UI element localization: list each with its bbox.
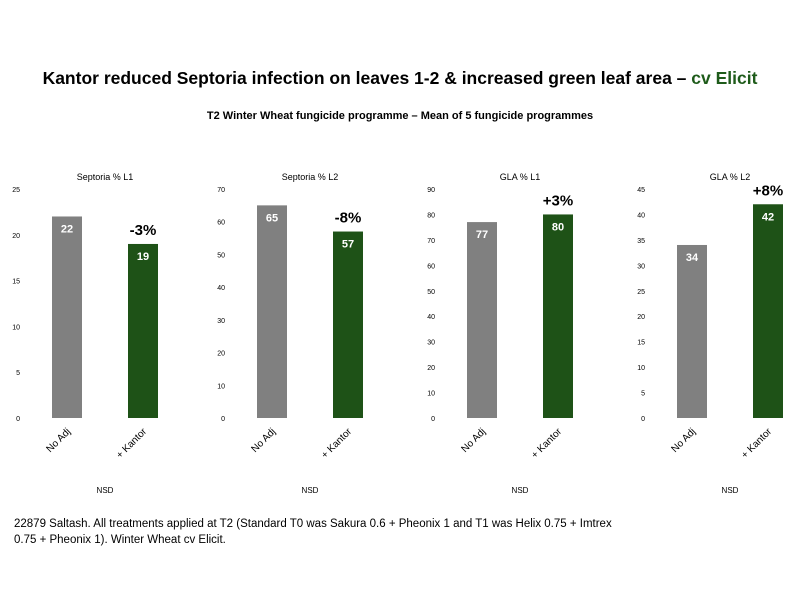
bar-value-label: 80 (552, 221, 564, 233)
y-tick-label: 25 (12, 187, 20, 194)
y-tick-label: 10 (12, 324, 20, 331)
y-tick-label: 40 (217, 285, 225, 292)
x-category-label: + Kantor (114, 426, 149, 461)
chart-subtitle: T2 Winter Wheat fungicide programme – Me… (206, 110, 594, 122)
y-tick-label: 0 (431, 416, 435, 423)
panel-title: Septoria % L1 (77, 172, 134, 182)
bar-value-label: 19 (137, 251, 149, 263)
bar-kantor (333, 231, 363, 418)
bar-no-adj (677, 244, 707, 418)
y-tick-label: 5 (16, 370, 20, 377)
y-tick-label: 40 (637, 212, 645, 219)
y-tick-label: 80 (427, 212, 435, 219)
chart-title: Kantor reduced Septoria infection on lea… (0, 68, 800, 89)
bar-value-label: 42 (762, 211, 774, 223)
change-label: -8% (335, 210, 362, 227)
chart-septoria-l1-plot: Septoria % L1 0 5 10 15 20 25 22 19 -3% No Adj + Ka… (12, 172, 158, 495)
chart-title-main: Kantor reduced Septoria infection on lea… (42, 68, 692, 88)
y-tick-label: 5 (641, 391, 645, 398)
significance-label: NSD (512, 486, 529, 495)
y-tick-label: 30 (217, 318, 225, 325)
y-tick-label: 20 (427, 365, 435, 372)
bar-no-adj (257, 205, 287, 418)
y-tick-label: 10 (637, 365, 645, 372)
bar-value-label: 77 (476, 229, 488, 241)
x-category-label: + Kantor (529, 426, 564, 461)
y-tick-label: 70 (427, 238, 435, 245)
y-tick-label: 70 (217, 187, 225, 194)
chart-gla-l2-plot: GLA % L2 0 5 10 15 20 25 30 35 40 45 34 42 +8% No Adj +… (637, 172, 783, 495)
y-tick-label: 45 (637, 187, 645, 194)
y-tick-label: 50 (217, 252, 225, 259)
y-tick-label: 30 (427, 340, 435, 347)
y-tick-label: 25 (637, 289, 645, 296)
y-tick-label: 60 (217, 220, 225, 227)
change-label: +8% (753, 182, 783, 199)
chart-gla-l1-plot: GLA % L1 0 10 20 30 40 50 60 70 80 90 77 80 +3% No Adj… (427, 172, 573, 495)
y-tick-label: 0 (221, 416, 225, 423)
y-tick-label: 50 (427, 289, 435, 296)
y-tick-label: 10 (217, 383, 225, 390)
change-label: -3% (130, 222, 157, 239)
y-tick-label: 15 (12, 279, 20, 286)
bar-kantor (543, 214, 573, 418)
y-tick-label: 20 (637, 314, 645, 321)
bar-kantor (753, 204, 783, 418)
y-tick-label: 20 (217, 351, 225, 358)
y-tick-label: 30 (637, 263, 645, 270)
y-tick-label: 90 (427, 187, 435, 194)
bar-no-adj (467, 222, 497, 418)
y-tick-label: 35 (637, 238, 645, 245)
y-tick-label: 15 (637, 340, 645, 347)
x-category-label: + Kantor (739, 426, 774, 461)
panel-title: GLA % L2 (710, 172, 751, 182)
bar-value-label: 34 (686, 252, 699, 264)
y-tick-label: 10 (427, 391, 435, 398)
x-category-label: No Adj (670, 426, 699, 455)
bar-no-adj (52, 216, 82, 418)
bar-kantor (128, 243, 158, 418)
chart-septoria-l2-plot: Septoria % L2 0 10 20 30 40 50 60 70 65 57 -8% No Ad… (217, 172, 363, 495)
x-category-label: + Kantor (319, 426, 354, 461)
panel-title: GLA % L1 (500, 172, 541, 182)
significance-label: NSD (302, 486, 319, 495)
chart-title-variety: cv Elicit (691, 68, 758, 88)
bar-value-label: 57 (342, 239, 354, 251)
y-tick-label: 40 (427, 314, 435, 321)
chart-gla-l2: GLA % L2 0 5 10 15 20 25 30 35 40 45 34 42 +8% No Adj +… (625, 160, 800, 505)
bar-value-label: 65 (266, 212, 278, 224)
y-tick-label: 20 (12, 233, 20, 240)
x-category-label: No Adj (460, 426, 489, 455)
bar-value-label: 22 (61, 223, 73, 235)
footnote: 22879 Saltash. All treatments applied at… (14, 518, 612, 546)
significance-label: NSD (722, 486, 739, 495)
y-tick-label: 0 (16, 416, 20, 423)
panel-title: Septoria % L2 (282, 172, 339, 182)
chart-gla-l1: GLA % L1 0 10 20 30 40 50 60 70 80 90 77 80 +3% No Adj… (415, 160, 615, 505)
chart-septoria-l2: Septoria % L2 0 10 20 30 40 50 60 70 65 57 -8% No Ad… (205, 160, 405, 505)
x-category-label: No Adj (250, 426, 279, 455)
x-category-label: No Adj (45, 426, 74, 455)
y-tick-label: 0 (641, 416, 645, 423)
change-label: +3% (543, 192, 573, 209)
chart-septoria-l1: Septoria % L1 0 5 10 15 20 25 22 19 -3% No Adj + Ka… (0, 160, 200, 505)
significance-label: NSD (97, 486, 114, 495)
y-tick-label: 60 (427, 263, 435, 270)
